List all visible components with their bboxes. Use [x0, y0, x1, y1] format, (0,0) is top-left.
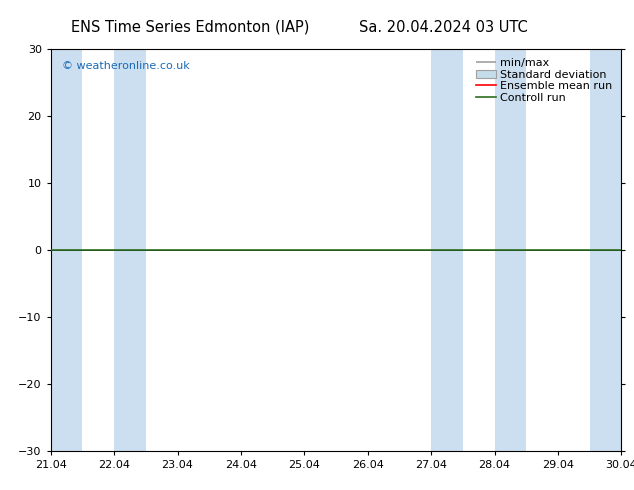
Text: © weatheronline.co.uk: © weatheronline.co.uk	[62, 61, 190, 71]
Text: Sa. 20.04.2024 03 UTC: Sa. 20.04.2024 03 UTC	[359, 20, 528, 35]
Bar	[51, 49, 82, 451]
Bar	[114, 49, 146, 451]
Legend: min/max, Standard deviation, Ensemble mean run, Controll run: min/max, Standard deviation, Ensemble me…	[472, 54, 616, 106]
Bar	[590, 49, 621, 451]
Bar	[495, 49, 526, 451]
Bar	[431, 49, 463, 451]
Text: ENS Time Series Edmonton (IAP): ENS Time Series Edmonton (IAP)	[71, 20, 309, 35]
